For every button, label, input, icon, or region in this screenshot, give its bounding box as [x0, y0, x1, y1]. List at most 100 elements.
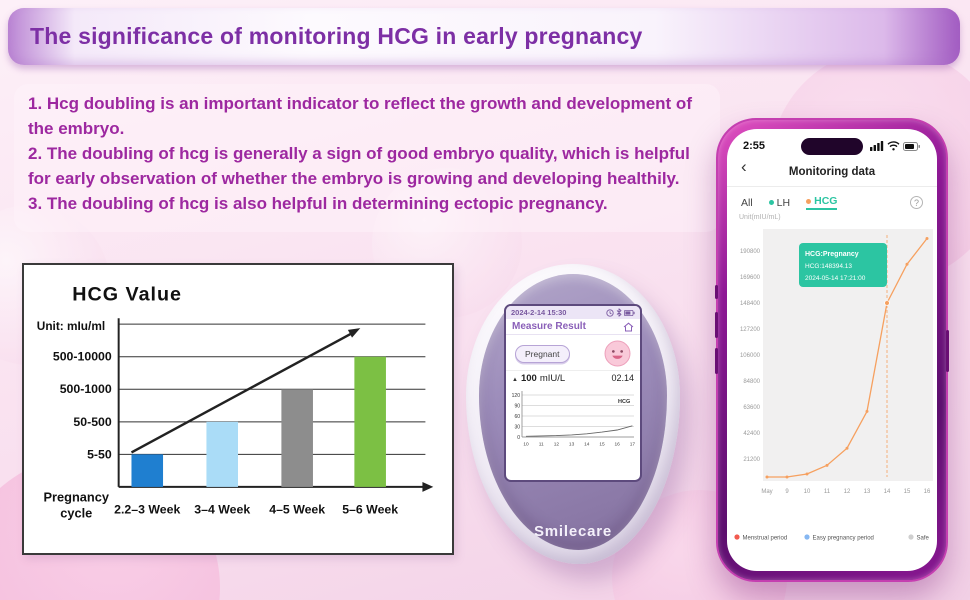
svg-text:Pregnancy: Pregnancy [43, 490, 109, 505]
bar-segment [281, 389, 313, 487]
reading-unit: mIU/L [539, 373, 566, 384]
device-result-card: Pregnant [506, 335, 640, 370]
battery-icon [624, 309, 635, 316]
svg-text:9: 9 [785, 489, 789, 495]
title-banner: The significance of monitoring HCG in ea… [8, 8, 960, 65]
legend-label: Easy pregnancy period [813, 536, 874, 542]
legend-dot [804, 534, 810, 540]
phone-status-icons [870, 141, 921, 151]
svg-text:16: 16 [615, 442, 621, 448]
bar-segment [354, 356, 386, 487]
mini-series-label: HCG [618, 399, 630, 405]
svg-text:50-500: 50-500 [73, 415, 111, 429]
svg-text:17: 17 [630, 442, 636, 448]
battery-icon [903, 141, 920, 151]
legend-label: Menstrual period [743, 536, 788, 542]
svg-text:5–6 Week: 5–6 Week [342, 503, 398, 517]
tab-all[interactable]: All [741, 196, 753, 209]
svg-text:13: 13 [569, 442, 575, 448]
svg-text:11: 11 [824, 489, 831, 495]
svg-text:10: 10 [523, 442, 529, 448]
reading-value: 100 [520, 373, 537, 384]
svg-text:500-1000: 500-1000 [60, 382, 112, 396]
svg-text:3–4 Week: 3–4 Week [194, 503, 250, 517]
trend-arrow [130, 332, 352, 454]
legend-label: Safe [917, 536, 930, 542]
svg-text:May: May [761, 489, 772, 495]
device-status-text: 2024-2-14 15:30 [511, 308, 567, 317]
tab-bar: All LH HCG? [727, 187, 937, 213]
nav-title: Monitoring data [788, 166, 876, 178]
up-arrow-icon [512, 373, 518, 384]
intro-panel [14, 84, 720, 232]
mini-series-line [525, 425, 633, 437]
svg-text:HCG:Pregnancy: HCG:Pregnancy [805, 251, 859, 258]
tab-dot-icon [806, 198, 812, 204]
svg-text:10: 10 [804, 489, 811, 495]
legend-dot [734, 534, 740, 540]
intro-point-3: 3. The doubling of hcg is also helpful i… [28, 193, 608, 213]
svg-text:42400: 42400 [743, 431, 760, 437]
phone-volume-down-button [715, 348, 718, 374]
chart-unit-label: Unit(mIU/mL) [739, 214, 781, 221]
svg-text:13: 13 [864, 489, 871, 495]
tab-hcg[interactable]: HCG [806, 195, 838, 210]
tab-dot-icon [768, 200, 774, 205]
svg-text:11: 11 [539, 442, 544, 448]
phone-mute-switch [715, 285, 718, 299]
bar-segment [131, 454, 164, 487]
svg-text:16: 16 [924, 489, 931, 495]
svg-text:12: 12 [554, 442, 560, 448]
hcg-line-chart: 190800 169600 148400 127200 106000 84800 63600… [734, 229, 933, 542]
home-icon[interactable] [623, 322, 634, 332]
dynamic-island [801, 138, 863, 155]
svg-text:500-10000: 500-10000 [53, 350, 112, 364]
page-title: The significance of monitoring HCG in ea… [30, 23, 643, 49]
back-icon[interactable]: ‹ [741, 157, 747, 176]
svg-text:15: 15 [599, 442, 605, 448]
phone-screen: 2:55 ‹ Monitoring data All LH HCG? Unit(mI… [727, 129, 937, 571]
svg-text:169600: 169600 [740, 275, 761, 281]
phone-power-button [946, 330, 949, 372]
tab-lh[interactable]: LH [768, 197, 790, 209]
device-status-icons [606, 308, 635, 317]
svg-text:127200: 127200 [740, 327, 761, 333]
bar-chart-title: HCG Value [72, 284, 182, 306]
monitor-device: 2024-2-14 15:30 Measure Result Pregnant … [466, 264, 680, 564]
legend-dot [908, 534, 914, 540]
smartphone: 2:55 ‹ Monitoring data All LH HCG? Unit(mI… [715, 118, 949, 582]
svg-text:2024-05-14 17:21:00: 2024-05-14 17:21:00 [805, 275, 866, 282]
phone-nav-bar: ‹ Monitoring data [727, 155, 937, 187]
reading-date: 02.14 [611, 373, 634, 383]
svg-text:14: 14 [584, 442, 590, 448]
svg-text:2.2–3 Week: 2.2–3 Week [114, 503, 180, 517]
help-icon[interactable]: ? [910, 196, 923, 209]
device-reading-row: 100 mIU/L 02.14 [506, 370, 640, 384]
svg-text:30: 30 [514, 424, 520, 430]
svg-text:14: 14 [884, 489, 891, 495]
pregnant-button[interactable]: Pregnant [515, 344, 570, 363]
phone-status-bar: 2:55 [727, 129, 937, 155]
phone-volume-up-button [715, 312, 718, 338]
intro-text: 1. Hcg doubling is an important indicato… [28, 92, 716, 217]
svg-text:HCG:148394.13: HCG:148394.13 [805, 263, 852, 270]
brand-logo: Smilecare [533, 523, 613, 540]
svg-text:63600: 63600 [743, 405, 760, 411]
svg-text:106000: 106000 [740, 353, 761, 359]
intro-point-2: 2. The doubling of hcg is generally a si… [28, 143, 690, 188]
hcg-bar-chart-svg: HCG Value Unit: mIu/ml 5-50 50-500 500-1000 5… [37, 284, 434, 520]
svg-text:15: 15 [904, 489, 911, 495]
device-title-row: Measure Result [506, 319, 640, 335]
wifi-icon [887, 141, 900, 151]
intro-point-1: 1. Hcg doubling is an important indicato… [28, 94, 692, 138]
device-mini-chart: 0 30 60 90 120 HCG 10 11 12 13 14 15 16 17 [512, 391, 636, 448]
svg-text:190800: 190800 [740, 249, 761, 255]
svg-text:90: 90 [514, 403, 520, 409]
device-screen-title: Measure Result [512, 321, 586, 332]
svg-text:120: 120 [512, 393, 521, 399]
bar-segment [206, 421, 238, 487]
smiley-icon [604, 340, 631, 367]
status-time: 2:55 [743, 140, 766, 152]
svg-text:0: 0 [517, 435, 520, 441]
